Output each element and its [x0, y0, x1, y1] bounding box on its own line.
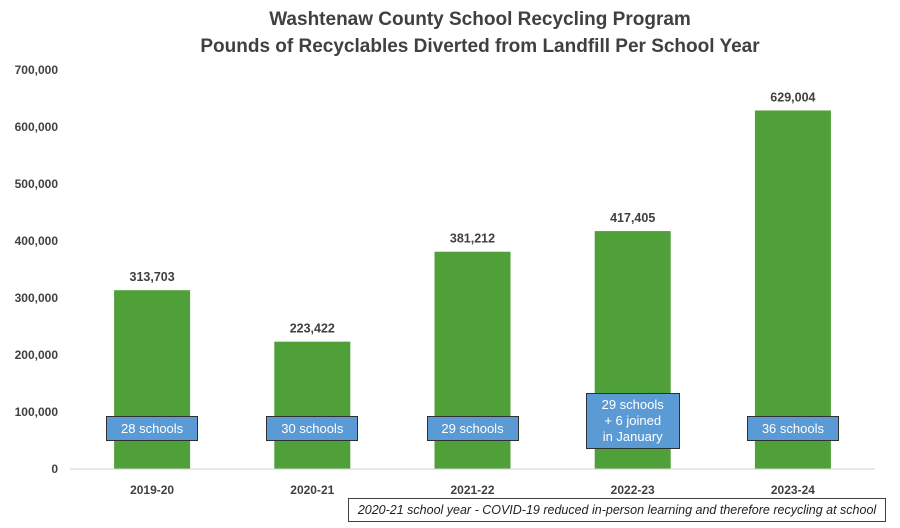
- data-label: 313,703: [130, 270, 175, 284]
- y-tick-label: 600,000: [15, 120, 59, 134]
- x-tick-label: 2023-24: [771, 483, 815, 497]
- annotation-text: 36 schools: [761, 420, 824, 436]
- bar-group: 313,703 223,422 381,212 417,405 629,004: [114, 90, 831, 470]
- school-count-annotation: 30 schools: [266, 416, 359, 441]
- x-tick-label: 2022-23: [611, 483, 655, 497]
- annotation-text: 29 schools: [441, 420, 504, 436]
- school-count-annotation: 36 schools: [746, 416, 839, 441]
- school-count-annotation: 28 schools: [106, 416, 199, 441]
- data-label: 381,212: [450, 232, 495, 246]
- y-tick-label: 200,000: [15, 348, 59, 362]
- data-label: 417,405: [610, 211, 655, 225]
- x-axis: 2019-20 2020-21 2021-22 2022-23 2023-24: [130, 483, 815, 497]
- footnote-text: 2020-21 school year - COVID-19 reduced i…: [357, 503, 877, 517]
- y-tick-label: 400,000: [15, 234, 59, 248]
- y-axis: 0 100,000 200,000 300,000 400,000 500,000 600,…: [15, 63, 59, 476]
- bar-2019-20: [114, 290, 191, 469]
- bar-2023-24: [754, 110, 831, 470]
- y-tick-label: 300,000: [15, 291, 59, 305]
- annotation-text: 28 schools: [121, 420, 184, 436]
- y-tick-label: 0: [51, 462, 58, 476]
- data-label: 223,422: [290, 322, 335, 336]
- x-tick-label: 2021-22: [450, 483, 494, 497]
- bar-2020-21: [274, 341, 351, 469]
- school-count-annotation: 29 schools + 6 joined in January: [585, 393, 680, 449]
- school-count-annotation: 29 schools: [426, 416, 519, 441]
- y-tick-label: 100,000: [15, 405, 59, 419]
- data-label: 629,004: [770, 90, 815, 104]
- footnote-box: 2020-21 school year - COVID-19 reduced i…: [348, 498, 886, 522]
- x-tick-label: 2020-21: [290, 483, 334, 497]
- x-tick-label: 2019-20: [130, 483, 174, 497]
- annotation-text: 30 schools: [281, 420, 344, 436]
- y-tick-label: 700,000: [15, 63, 59, 77]
- chart-subtitle: Pounds of Recyclables Diverted from Land…: [200, 36, 760, 57]
- annotation-text: 29 schools + 6 joined in January: [601, 397, 664, 444]
- chart-title: Washtenaw County School Recycling Progra…: [269, 9, 691, 30]
- y-tick-label: 500,000: [15, 177, 59, 191]
